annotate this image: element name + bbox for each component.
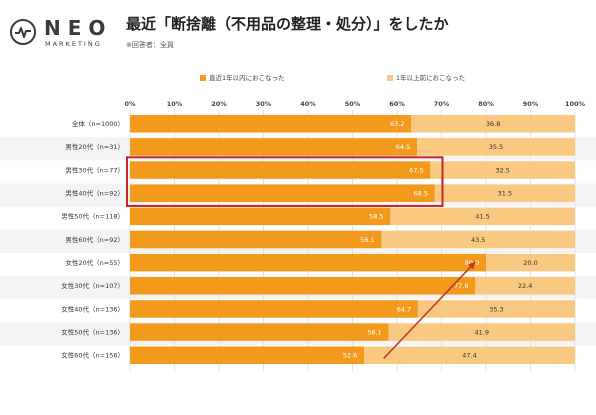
value-label-recent: 77.6 xyxy=(454,282,468,290)
bar-recent xyxy=(130,346,365,364)
value-label-recent: 64.5 xyxy=(396,143,410,151)
category-label: 女性40代（n=136） xyxy=(61,304,124,313)
bar-before xyxy=(381,230,575,249)
value-label-before: 41.5 xyxy=(475,213,489,221)
bar-before xyxy=(430,161,575,179)
value-label-recent: 64.7 xyxy=(397,305,411,313)
value-label-before: 35.5 xyxy=(489,143,503,151)
value-label-recent: 56.5 xyxy=(360,236,374,244)
bar-recent xyxy=(130,230,382,249)
bar-before xyxy=(390,207,575,226)
legend-label-before: 1年以上前におこなった xyxy=(396,74,466,82)
value-label-before: 47.4 xyxy=(462,352,476,360)
x-tick-label: 0% xyxy=(124,100,136,108)
value-label-recent: 52.6 xyxy=(343,352,357,360)
value-label-recent: 67.5 xyxy=(409,166,423,174)
value-label-recent: 68.5 xyxy=(414,190,428,198)
category-label: 女性20代（n=55） xyxy=(65,258,124,267)
neo-marketing-logo: NEO MARKETING xyxy=(10,14,120,54)
x-tick-label: 30% xyxy=(256,100,272,108)
category-label: 男性40代（n=92） xyxy=(65,189,124,198)
bar-before xyxy=(434,184,575,202)
legend-label-recent: 直近1年以内におこなった xyxy=(209,74,285,82)
value-label-before: 32.5 xyxy=(495,166,509,174)
bar-before xyxy=(486,253,575,272)
value-label-before: 35.3 xyxy=(489,305,503,313)
bar-recent xyxy=(130,115,412,133)
value-label-recent: 80.0 xyxy=(465,259,479,267)
bar-recent xyxy=(130,161,431,179)
category-label: 男性20代（n=31） xyxy=(65,142,124,151)
category-label: 男性30代（n=77） xyxy=(65,165,124,174)
bar-recent xyxy=(130,184,435,202)
bar-recent xyxy=(130,277,476,295)
bar-before xyxy=(388,323,575,341)
category-label: 女性30代（n=107） xyxy=(61,281,124,290)
bar-recent xyxy=(130,323,389,341)
page-title: 最近「断捨離（不用品の整理・処分）」をしたか xyxy=(126,15,449,33)
x-tick-label: 70% xyxy=(434,100,450,108)
bar-before xyxy=(411,115,575,133)
bar-recent xyxy=(130,138,418,156)
legend-item-recent: 直近1年以内におこなった xyxy=(200,72,285,82)
bar-before xyxy=(364,346,575,364)
bar-recent xyxy=(130,300,418,318)
bar-before xyxy=(417,300,575,318)
bar-recent xyxy=(130,253,486,272)
category-label: 男性60代（n=92） xyxy=(65,235,124,244)
x-tick-label: 40% xyxy=(300,100,316,108)
value-label-recent: 58.1 xyxy=(367,328,381,336)
category-label: 全体（n=1000） xyxy=(72,119,124,128)
highlight-box xyxy=(126,156,444,207)
logo-pulse-icon xyxy=(10,19,36,45)
bar-recent xyxy=(130,207,391,226)
x-tick-label: 20% xyxy=(211,100,227,108)
trend-arrow-line xyxy=(383,261,476,360)
legend-swatch-before xyxy=(387,75,393,81)
x-tick-label: 90% xyxy=(523,100,539,108)
legend-item-before: 1年以上前におこなった xyxy=(387,72,465,82)
value-label-before: 43.5 xyxy=(471,236,485,244)
bar-before xyxy=(417,138,575,156)
legend-swatch-recent xyxy=(200,75,206,81)
value-label-before: 20.0 xyxy=(523,259,537,267)
x-tick-label: 60% xyxy=(389,100,405,108)
respondent-note: ※回答者：全員 xyxy=(126,41,174,49)
category-label: 男性50代（n=118） xyxy=(61,212,124,221)
value-label-recent: 63.2 xyxy=(390,120,404,128)
value-label-before: 31.5 xyxy=(498,190,512,198)
value-label-before: 36.8 xyxy=(486,120,500,128)
trend-arrow-head xyxy=(467,261,476,270)
value-label-recent: 58.5 xyxy=(369,213,383,221)
x-tick-label: 80% xyxy=(478,100,494,108)
value-label-before: 41.9 xyxy=(475,328,489,336)
logo-wordmark: NEO xyxy=(44,16,113,40)
value-label-before: 22.4 xyxy=(518,282,532,290)
bar-before xyxy=(475,277,575,295)
category-label: 女性50代（n=136） xyxy=(61,327,124,336)
category-label: 女性60代（n=156） xyxy=(61,351,124,360)
x-tick-label: 50% xyxy=(345,100,361,108)
x-tick-label: 100% xyxy=(565,100,586,108)
x-tick-label: 10% xyxy=(167,100,183,108)
logo-subtext: MARKETING xyxy=(45,40,102,48)
